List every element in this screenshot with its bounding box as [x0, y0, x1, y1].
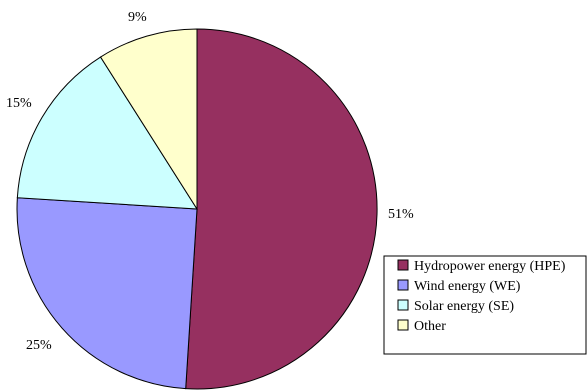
slice-percentage-label: 15%	[6, 96, 32, 111]
legend-frame	[383, 255, 587, 355]
legend: Hydropower energy (HPE) Wind energy (WE) S…	[383, 255, 587, 355]
legend-label: Other	[414, 319, 446, 334]
legend-label: Wind energy (WE)	[414, 279, 521, 294]
pie-percentage-labels: 51% 25% 15% 9%	[6, 10, 414, 353]
legend-swatch	[397, 299, 409, 311]
slice-percentage-label: 25%	[26, 338, 52, 353]
legend-label: Solar energy (SE)	[414, 299, 514, 314]
pie-slice-4	[99, 28, 198, 211]
slice-percentage-label: 51%	[388, 207, 414, 222]
pie-slice-1	[185, 28, 378, 390]
legend-swatch	[397, 319, 409, 331]
legend-swatch	[397, 259, 409, 271]
legend-swatch	[397, 279, 409, 291]
pie-slice-3	[16, 56, 198, 210]
pie-slice-2	[16, 197, 198, 390]
legend-label: Hydropower energy (HPE)	[414, 259, 566, 274]
slice-percentage-label: 9%	[128, 10, 147, 25]
pie-slices	[16, 28, 378, 390]
